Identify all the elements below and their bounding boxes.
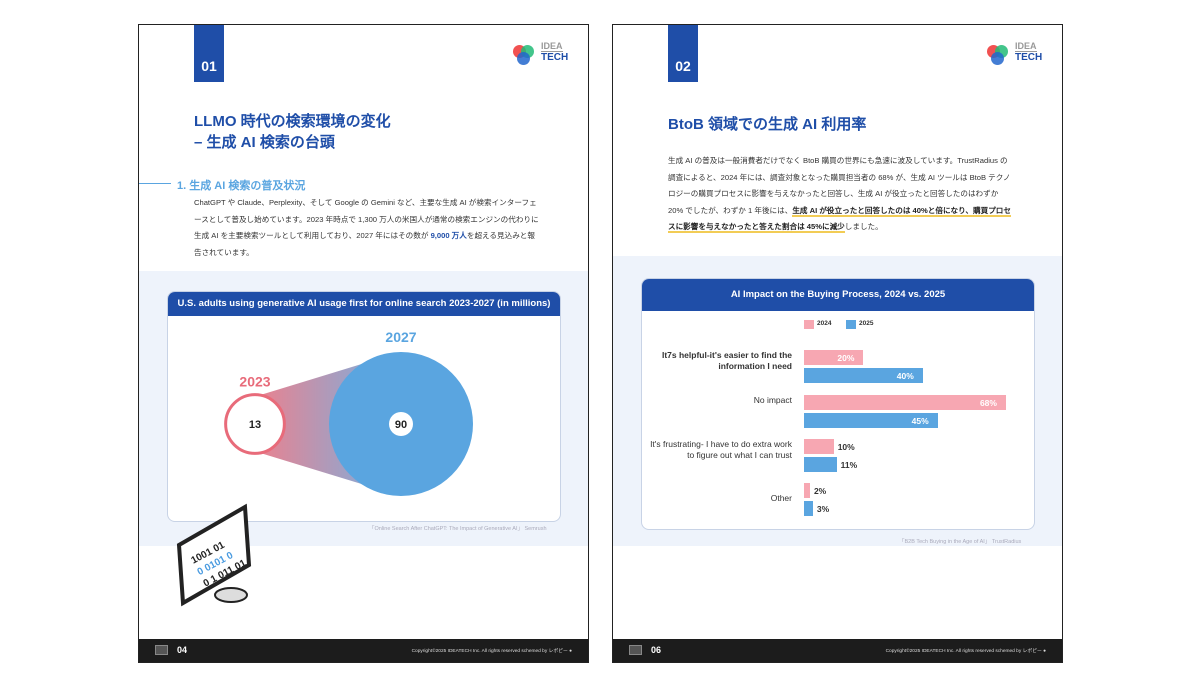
footer: 04 Copyright©2025 IDEATECH Inc. All right…	[139, 639, 588, 662]
bar-chart-card: AI Impact on the Buying Process, 2024 vs…	[641, 278, 1035, 530]
bubble-2023	[224, 393, 286, 455]
bar-2024	[804, 395, 1006, 410]
legend-swatch-2024	[804, 320, 814, 329]
bar-chart: 2024 2025 It7s helpful-it's easier to find…	[642, 311, 1034, 529]
data-label-2024: 20%	[837, 353, 855, 363]
bar-2025	[804, 368, 923, 383]
value-2027: 90	[395, 419, 407, 431]
bar-2025	[804, 501, 813, 516]
page-number: 04	[177, 645, 188, 655]
legend-swatch-2025	[846, 320, 856, 329]
data-label-2025: 40%	[896, 371, 914, 381]
copyright: Copyright©2025 IDEATECH Inc. All rights …	[411, 649, 572, 654]
bar-2024	[804, 350, 864, 365]
page-06: 02 IDEA TECH BtoB 領域での生成 AI 利用率 生成 AI の普及…	[612, 24, 1063, 663]
body-text: 生成 AI の普及は一般消費者だけでなく BtoB 購買の世界にも急速に波及して…	[668, 156, 1011, 233]
legend-label-2024: 2024	[817, 320, 832, 327]
subheading: 1. 生成 AI 検索の普及状況	[139, 177, 305, 193]
legend-label-2025: 2025	[859, 320, 874, 327]
bar-2025	[804, 457, 837, 472]
data-label-2024: 2%	[813, 486, 827, 496]
data-label-2024: 68%	[979, 398, 997, 408]
source-note: 「B2B Tech Buying in the Age of AI」 Trust…	[899, 539, 1022, 545]
value-2023: 13	[249, 419, 261, 431]
category-label: It7s helpful-it's easier to find the inf…	[661, 350, 792, 371]
ideatech-logo: IDEA TECH	[513, 41, 573, 67]
page-number: 06	[651, 645, 662, 655]
computer-binary-illustration: 1001 01 0 0101 0 0 1 011 01	[176, 503, 252, 607]
source-note: 「Online Search After ChatGPT: The Impact…	[369, 526, 547, 532]
data-label-2025: 45%	[911, 416, 929, 426]
section-number-tab: 01	[194, 25, 224, 82]
label-2027: 2027	[385, 329, 416, 345]
slide-icon	[155, 645, 168, 655]
bubble-2027-center	[389, 412, 413, 436]
body-text: ChatGPT や Claude、Perplexity、そして Google の…	[194, 198, 539, 257]
copyright: Copyright©2025 IDEATECH Inc. All rights …	[885, 649, 1046, 654]
data-label-2024: 10%	[837, 442, 855, 452]
page-title: LLMO 時代の検索環境の変化 – 生成 AI 検索の台頭	[194, 113, 391, 151]
category-label: It's frustrating- I have to do extra wor…	[650, 439, 792, 460]
page-04: 01 IDEA TECH LLMO 時代の検索環境の変化 – 生成 AI 検索の台頭…	[138, 24, 589, 663]
bubble-chart-card: U.S. adults using generative AI usage fi…	[167, 291, 561, 522]
category-label: No impact	[753, 395, 792, 405]
footer: 06 Copyright©2025 IDEATECH Inc. All right…	[613, 639, 1062, 662]
chart-title: U.S. adults using generative AI usage fi…	[168, 292, 560, 316]
page-title: BtoB 領域での生成 AI 利用率	[668, 116, 867, 133]
bar-2025	[804, 413, 938, 428]
section-number-tab: 02	[668, 25, 698, 82]
bar-2024	[804, 439, 834, 454]
chart-title: AI Impact on the Buying Process, 2024 vs…	[642, 279, 1034, 311]
bubble-chart: 13 90 2023 2027	[224, 329, 473, 496]
data-label-2025: 11%	[840, 460, 858, 470]
slide-icon	[629, 645, 642, 655]
bar-2024	[804, 483, 810, 498]
category-label: Other	[770, 493, 792, 503]
label-2023: 2023	[239, 374, 270, 390]
data-label-2025: 3%	[816, 504, 830, 514]
ideatech-logo: IDEA TECH	[987, 41, 1047, 67]
